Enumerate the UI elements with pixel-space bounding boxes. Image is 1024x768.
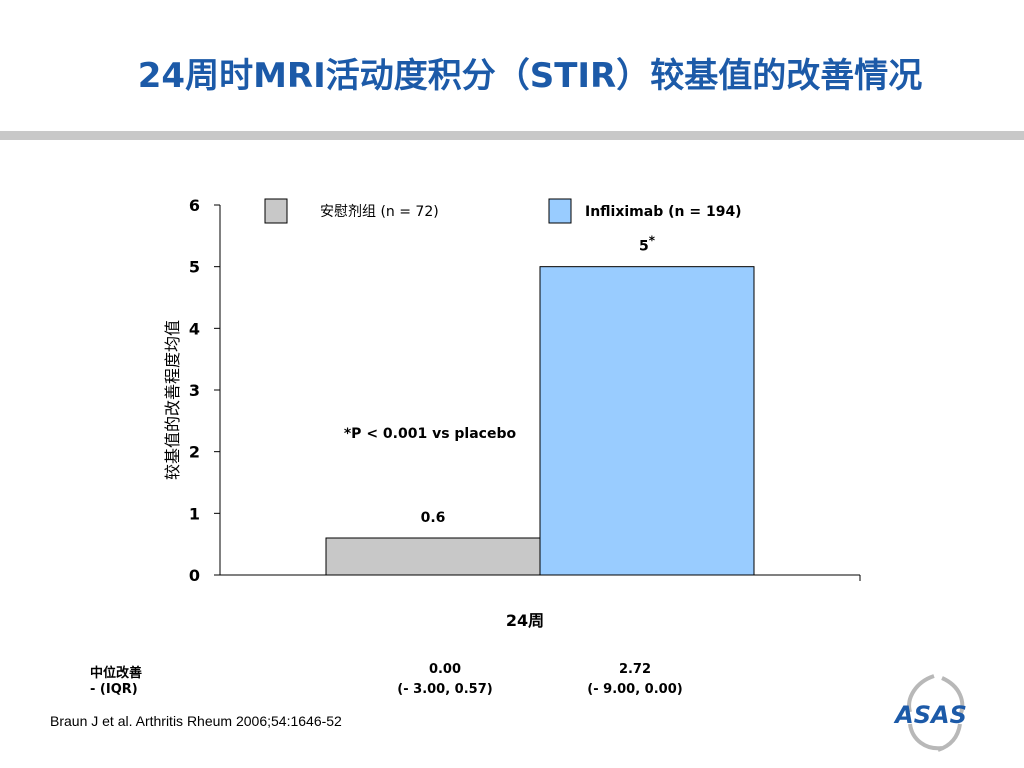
asas-logo: ASAS — [893, 674, 967, 752]
y-axis-title: 较基值的改善程度均值 — [163, 320, 182, 480]
stats-row-label-1: 中位改善 — [90, 666, 143, 681]
y-tick-label: 2 — [189, 443, 200, 462]
legend-swatch — [264, 198, 288, 224]
bar-infliximab — [539, 266, 755, 576]
bar-value-label: 0.6 — [421, 510, 446, 526]
y-tick-label: 6 — [189, 196, 200, 215]
chart-bars: 0.6 5* — [325, 234, 755, 576]
chart-legend: 安慰剂组 (n = 72) Infliximab (n = 194) — [264, 198, 742, 224]
placebo-median: 0.00 — [428, 662, 462, 677]
significance-annotation: *P < 0.001 vs placebo — [344, 426, 517, 442]
bar-chart: 0 1 2 3 4 5 6 0.6 5* 安慰剂组 (n = 72) Infliximab (n… — [163, 196, 861, 630]
y-tick-label: 0 — [189, 566, 200, 585]
y-tick-label: 1 — [189, 504, 200, 523]
x-axis-title: 24周 — [506, 611, 544, 630]
significance-marker: * — [649, 234, 656, 248]
citation: Braun J et al. Arthritis Rheum 2006;54:1… — [50, 713, 342, 729]
bar-placebo — [325, 537, 541, 576]
y-tick-label: 5 — [189, 258, 200, 277]
title-divider — [0, 131, 1024, 140]
bar-value-label: 5* — [639, 234, 656, 255]
asas-logo-text: ASAS — [893, 701, 967, 729]
y-tick-label: 4 — [189, 319, 200, 338]
y-tick-label: 3 — [189, 381, 200, 400]
placebo-iqr: (- 3.00, 0.57) — [397, 682, 493, 697]
stats-row-label-2: - (IQR) — [90, 682, 138, 697]
slide-title: 24周时MRI活动度积分（STIR）较基值的改善情况 — [137, 56, 923, 96]
chart-axes: 0 1 2 3 4 5 6 — [189, 196, 861, 585]
legend-label: Infliximab (n = 194) — [585, 204, 742, 220]
legend-swatch — [548, 198, 572, 224]
infliximab-median: 2.72 — [618, 662, 652, 677]
legend-label: 安慰剂组 (n = 72) — [320, 203, 439, 220]
infliximab-iqr: (- 9.00, 0.00) — [587, 682, 683, 697]
